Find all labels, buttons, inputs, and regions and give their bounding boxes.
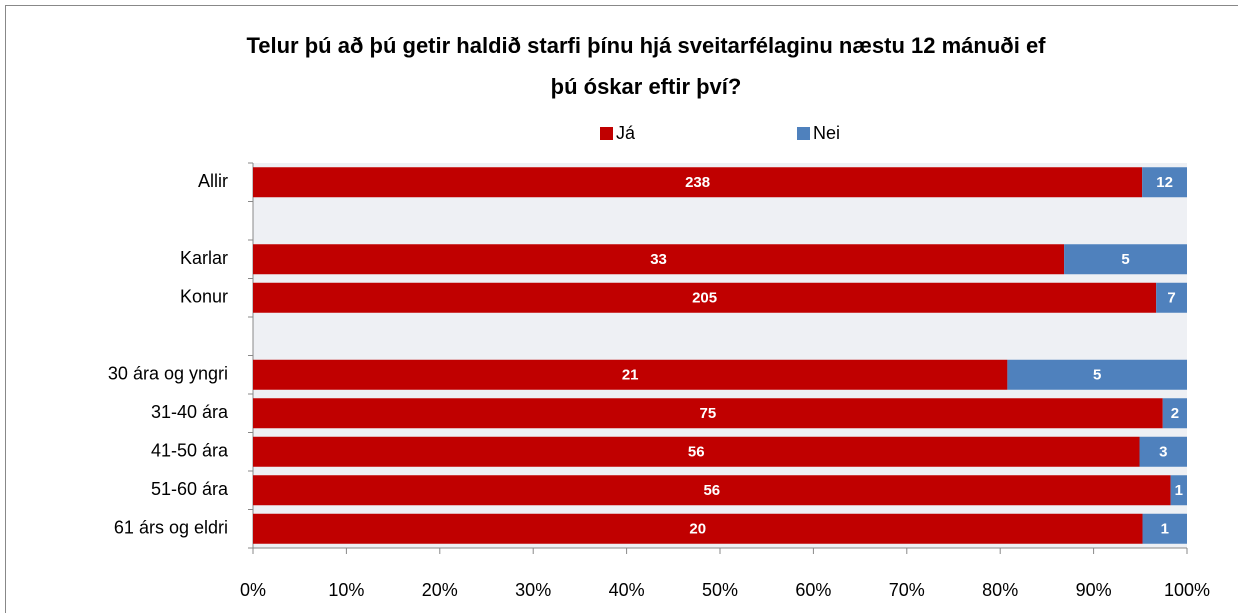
chart-title: Telur þú að þú getir haldið starfi þínu …	[246, 33, 1046, 58]
x-tick-label: 80%	[982, 580, 1018, 600]
bar	[253, 244, 1065, 275]
bar-label: 21	[622, 367, 639, 384]
bar	[1064, 244, 1187, 275]
y-tick-label: 61 árs og eldri	[114, 518, 228, 538]
x-tick-label: 0%	[240, 580, 266, 600]
x-tick-label: 70%	[889, 580, 925, 600]
x-tick-label: 60%	[795, 580, 831, 600]
chart-title: þú óskar eftir því?	[551, 74, 742, 99]
bar-label: 7	[1167, 290, 1175, 307]
bar	[253, 475, 1171, 506]
x-tick-label: 40%	[609, 580, 645, 600]
bar	[253, 359, 1008, 390]
legend-label: Nei	[813, 123, 840, 143]
bar	[1007, 359, 1187, 390]
bar-label: 238	[685, 174, 710, 191]
x-tick-label: 50%	[702, 580, 738, 600]
bar-label: 56	[688, 444, 705, 461]
bar	[253, 282, 1157, 313]
x-tick-label: 100%	[1164, 580, 1210, 600]
x-tick-label: 10%	[328, 580, 364, 600]
bar-label: 5	[1093, 367, 1101, 384]
bar	[1170, 475, 1187, 506]
bar-label: 205	[692, 290, 717, 307]
bar	[253, 513, 1143, 544]
y-tick-label: Allir	[198, 171, 228, 191]
legend-label: Já	[616, 123, 636, 143]
bar-label: 3	[1159, 444, 1167, 461]
y-tick-label: 51-60 ára	[151, 479, 229, 499]
bar	[253, 398, 1163, 429]
bar	[1142, 513, 1187, 544]
x-tick-label: 30%	[515, 580, 551, 600]
bar	[253, 167, 1143, 198]
y-tick-label: 31-40 ára	[151, 402, 229, 422]
bar-label: 56	[703, 482, 720, 499]
bar-label: 5	[1121, 251, 1129, 268]
bar-label: 1	[1175, 482, 1183, 499]
bar-label: 12	[1156, 174, 1173, 191]
y-tick-label: 30 ára og yngri	[108, 364, 228, 384]
bar-label: 1	[1161, 521, 1169, 538]
x-tick-label: 90%	[1076, 580, 1112, 600]
bar	[1156, 282, 1187, 313]
bar	[1162, 398, 1187, 429]
x-tick-label: 20%	[422, 580, 458, 600]
legend-swatch	[600, 127, 613, 140]
bar-label: 75	[700, 405, 717, 422]
bar-label: 20	[689, 521, 706, 538]
bar	[253, 436, 1140, 467]
bar	[1139, 436, 1187, 467]
y-tick-label: 41-50 ára	[151, 441, 229, 461]
y-tick-label: Karlar	[180, 248, 228, 268]
bar-label: 2	[1171, 405, 1179, 422]
bar-label: 33	[650, 251, 667, 268]
legend-swatch	[797, 127, 810, 140]
y-tick-label: Konur	[180, 287, 228, 307]
bar	[1142, 167, 1187, 198]
